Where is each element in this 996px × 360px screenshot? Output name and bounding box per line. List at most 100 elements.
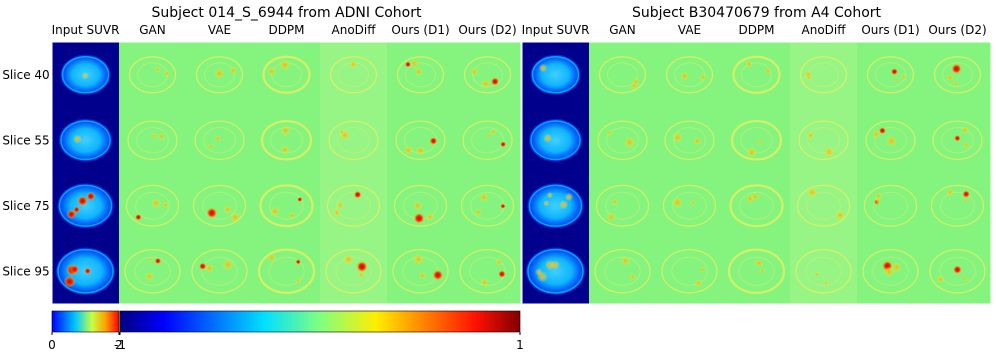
brain-slice: [597, 120, 648, 161]
column-label: Ours (D2): [928, 23, 986, 37]
anomaly-spot: [222, 258, 234, 271]
anomaly-spot: [413, 212, 425, 224]
anomaly-spot: [163, 70, 171, 77]
uptake-spot: [558, 200, 569, 210]
brain-slice: [796, 184, 851, 227]
brain-rim: [61, 56, 110, 94]
brain-slice: [664, 120, 715, 161]
brain-outline: [597, 120, 648, 161]
uptake-spot: [550, 259, 561, 270]
anomaly-spot: [278, 58, 291, 71]
anomaly-spot: [951, 63, 962, 75]
brain-slice: [460, 184, 515, 227]
anomaly-spot: [229, 211, 241, 223]
brain: [59, 119, 112, 162]
brain-slice: [865, 120, 916, 161]
column-label: Ours (D1): [861, 23, 919, 37]
anomaly-spot: [823, 146, 835, 158]
anomaly-spot: [418, 271, 427, 280]
column-label: DDPM: [738, 23, 774, 37]
anomaly-spot: [498, 270, 506, 278]
brain-slice: [57, 183, 114, 229]
anomaly-spot: [229, 66, 238, 75]
brain-outline: [392, 249, 449, 294]
brain-slice: [798, 120, 849, 161]
panel-frame: [51, 41, 522, 305]
uptake-spot: [69, 264, 80, 274]
anomaly-spot: [412, 253, 425, 266]
brain-outline: [865, 120, 916, 161]
brain-inner: [739, 191, 774, 220]
brain-inner: [605, 191, 640, 220]
column-label: DDPM: [268, 23, 304, 37]
anomaly-spot: [280, 145, 290, 155]
anomaly-spot: [694, 279, 703, 288]
anomaly-spot: [606, 212, 616, 222]
brain-outline: [463, 56, 512, 94]
anomaly-spot: [208, 143, 215, 150]
brain-slice: [195, 56, 244, 94]
anomaly-spot: [269, 206, 280, 217]
brain: [529, 119, 582, 162]
brain-rim: [57, 248, 114, 294]
brain-slice: [527, 183, 584, 229]
image-column: [320, 42, 387, 304]
brain-slice: [392, 249, 449, 294]
brain-slice: [662, 184, 717, 227]
anomaly-spot: [606, 129, 613, 136]
brain-inner: [268, 256, 305, 286]
uptake-spot: [546, 191, 553, 199]
brain-inner: [607, 62, 638, 88]
brain-outline: [127, 120, 178, 161]
brain-inner: [940, 191, 975, 220]
brain: [57, 183, 114, 229]
panel-title: Subject 014_S_6944 from ADNI Cohort: [152, 5, 422, 21]
brain-outline: [665, 56, 714, 94]
brain-outline: [259, 184, 314, 228]
anomaly-spot: [891, 262, 902, 273]
brain-slice: [799, 56, 848, 94]
uptake-spot: [543, 200, 550, 207]
brain-inner: [606, 127, 639, 154]
uptake-spot: [534, 268, 543, 276]
anomaly-spot: [480, 277, 490, 287]
anomaly-spot: [297, 196, 303, 203]
anomaly-spot: [745, 60, 753, 68]
brain-inner: [204, 62, 235, 88]
brain-inner: [202, 191, 237, 220]
panel-title: Subject B30470679 from A4 Cohort: [632, 5, 882, 21]
column-label: GAN: [609, 23, 635, 37]
anomaly-spot: [874, 192, 883, 200]
anomaly-spot: [611, 198, 619, 206]
anomaly-spot: [890, 68, 898, 76]
brain-slice: [59, 119, 112, 162]
brain-outline: [194, 120, 245, 161]
brain-outline: [932, 120, 983, 161]
anomaly-spot: [960, 126, 969, 135]
brain-rim: [528, 184, 583, 227]
brain-outline: [395, 120, 446, 161]
anomaly-spot: [699, 73, 708, 82]
brain-outline: [664, 120, 715, 161]
brain-slice: [932, 120, 983, 161]
brain-outline: [192, 184, 247, 227]
brain-inner: [873, 191, 908, 220]
anomaly-spot: [356, 260, 368, 273]
brain-outline: [396, 56, 445, 94]
image-column: [186, 42, 253, 304]
anomaly-spot: [672, 132, 683, 143]
anomaly-spot: [764, 67, 772, 75]
anomaly-spot: [288, 212, 296, 219]
brain-slice: [594, 249, 651, 294]
image-column: [790, 42, 857, 304]
brain-slice: [329, 56, 378, 94]
colorbar-tick-label: 1: [516, 338, 524, 352]
brain-slice: [929, 249, 986, 294]
brain-outline: [594, 249, 651, 294]
brain: [526, 247, 585, 295]
anomaly-spot: [946, 188, 955, 197]
brain-slice: [730, 119, 783, 161]
image-column: [253, 42, 320, 304]
anomaly-spot: [806, 186, 818, 198]
anomaly-spot: [414, 67, 424, 77]
